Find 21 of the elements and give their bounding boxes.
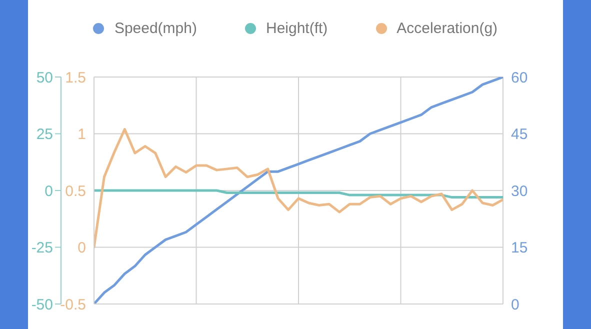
line-series bbox=[94, 128, 503, 248]
y-tick-label: 50 bbox=[36, 69, 53, 86]
y2-tick-label: 45 bbox=[511, 126, 528, 144]
y-tick-label: 25 bbox=[36, 126, 53, 144]
y3-tick-label: 0.5 bbox=[65, 182, 86, 200]
y2-tick-label: 60 bbox=[511, 69, 528, 86]
y-tick-label: -25 bbox=[31, 240, 53, 257]
y2-tick-label: 30 bbox=[511, 182, 528, 200]
legend-label: Acceleration(g) bbox=[396, 20, 498, 37]
y3-tick-label: 1 bbox=[78, 126, 86, 144]
legend-label: Height(ft) bbox=[266, 20, 328, 37]
legend-label: Speed(mph) bbox=[114, 20, 197, 37]
y3-tick-label: -0.5 bbox=[60, 296, 86, 314]
y3-tick-label: 0 bbox=[78, 240, 86, 257]
y3-tick-label: 1.5 bbox=[65, 69, 86, 86]
line-series bbox=[94, 189, 503, 199]
y2-tick-label: 15 bbox=[511, 240, 528, 257]
line-series bbox=[94, 77, 503, 304]
y-tick-label: 0 bbox=[44, 182, 53, 200]
y2-tick-label: 0 bbox=[511, 296, 520, 314]
y-tick-label: -50 bbox=[31, 296, 53, 314]
